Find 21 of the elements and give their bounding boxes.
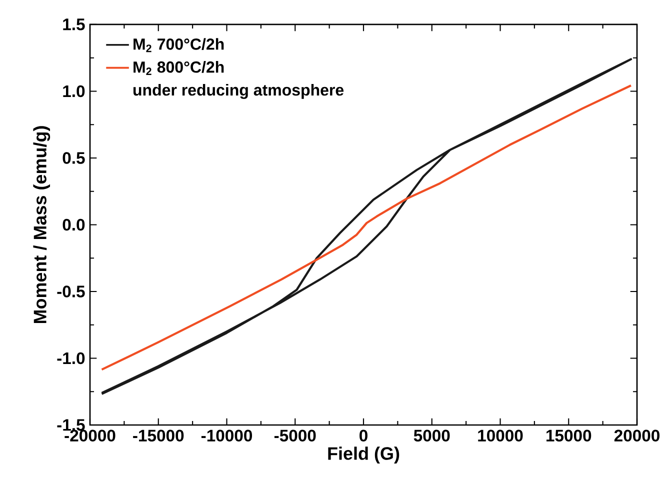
y-tick-label: -1.0 xyxy=(57,352,85,364)
legend-label: M$_{2}$ 800°C/2h xyxy=(134,61,224,75)
x-tick-label: -10000 xyxy=(201,430,252,442)
y-tick-label: -0.5 xyxy=(57,286,85,298)
y-tick-label: 0.0 xyxy=(62,218,85,231)
x-tick-label: -20000 xyxy=(64,430,116,442)
annotation: under reducing atmosphere xyxy=(133,84,344,99)
x-tick-label: 10000 xyxy=(478,430,523,442)
y-tick-label: -1.5 xyxy=(57,419,85,431)
y-tick-label: 1.0 xyxy=(63,85,85,98)
x-tick-label: 20000 xyxy=(614,430,660,442)
x-tick-label: 5000 xyxy=(414,430,450,442)
y-axis-title: Moment / Mass (emu/g) xyxy=(33,126,50,324)
x-tick-label: -5000 xyxy=(274,430,316,442)
y-tick-label: 1.5 xyxy=(63,18,85,30)
x-tick-label: -15000 xyxy=(133,430,184,442)
x-axis-title: Field (G) xyxy=(328,446,400,464)
x-tick-label: 0 xyxy=(360,430,368,442)
y-tick-label: 0.5 xyxy=(62,152,85,164)
x-tick-label: 15000 xyxy=(546,430,592,442)
legend-label: M$_{2}$ 700°C/2h xyxy=(134,38,224,52)
